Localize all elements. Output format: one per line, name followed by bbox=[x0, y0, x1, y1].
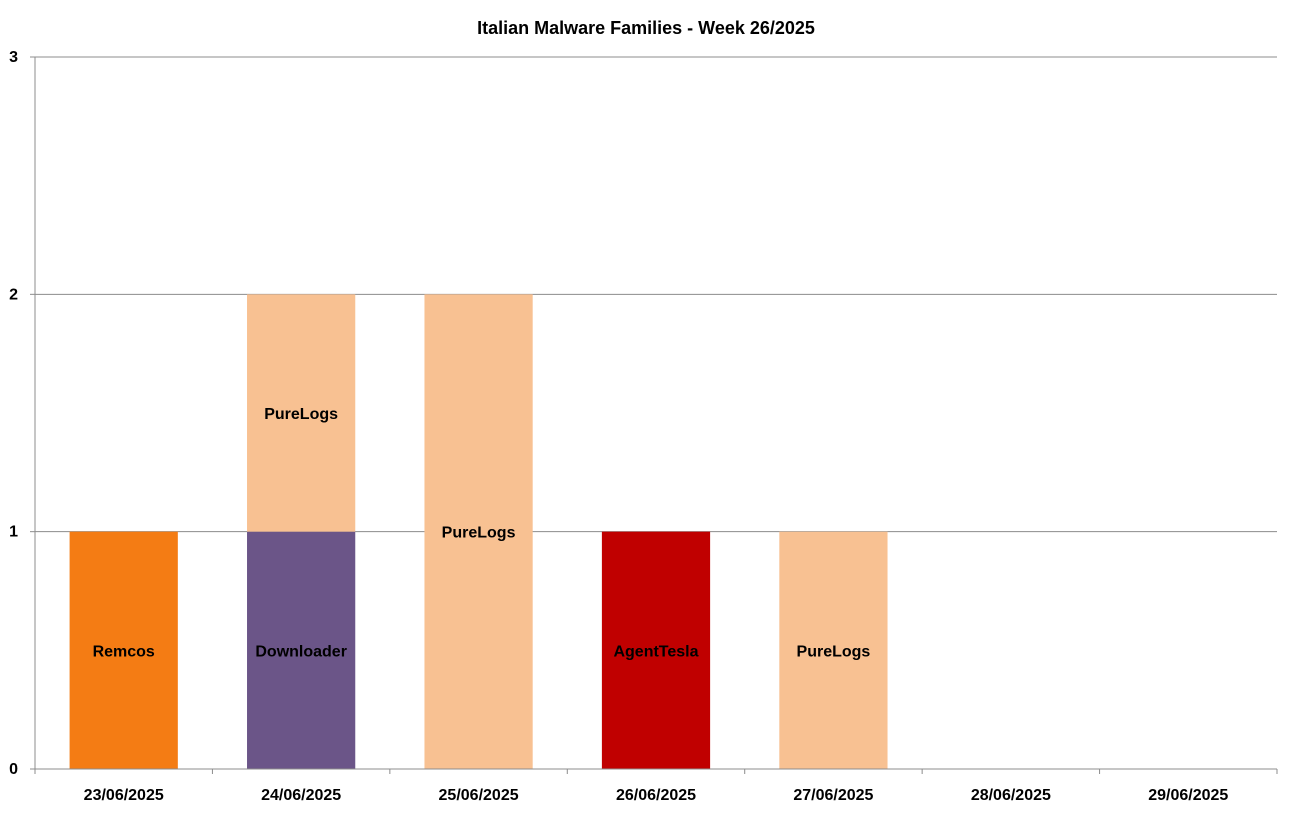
x-tick-label: 25/06/2025 bbox=[439, 787, 519, 804]
bar-segment bbox=[69, 531, 178, 769]
chart-title: Italian Malware Families - Week 26/2025 bbox=[477, 18, 815, 38]
y-tick-label: 2 bbox=[9, 286, 18, 303]
x-tick-label: 29/06/2025 bbox=[1148, 787, 1228, 804]
y-tick-label: 3 bbox=[9, 49, 18, 66]
x-tick-label: 28/06/2025 bbox=[971, 787, 1051, 804]
y-tick-label: 1 bbox=[9, 524, 18, 541]
bar-segment bbox=[779, 531, 888, 769]
bar-segment bbox=[424, 294, 533, 769]
y-tick-label: 0 bbox=[9, 761, 18, 778]
bar-segment bbox=[247, 294, 356, 532]
bar-data-label: PureLogs bbox=[264, 406, 338, 423]
bar-segment bbox=[247, 531, 356, 769]
bar-data-label: PureLogs bbox=[797, 643, 871, 660]
labels: 0 1 2 3 23/06/2025 24/06/2025 25/06/2025 26/06/… bbox=[9, 49, 1228, 804]
x-tick-label: 26/06/2025 bbox=[616, 787, 696, 804]
bar-data-label: Downloader bbox=[255, 643, 347, 660]
axes bbox=[30, 56, 1278, 774]
bars bbox=[69, 294, 888, 769]
bar-data-label: Remcos bbox=[93, 643, 155, 660]
bar-segment bbox=[601, 531, 711, 769]
x-tick-label: 27/06/2025 bbox=[793, 787, 873, 804]
x-tick-label: 24/06/2025 bbox=[261, 787, 341, 804]
x-tick-label: 23/06/2025 bbox=[84, 787, 164, 804]
bar-data-label: PureLogs bbox=[442, 525, 516, 542]
bar-data-label: AgentTesla bbox=[613, 643, 698, 660]
gridlines bbox=[35, 56, 1277, 533]
